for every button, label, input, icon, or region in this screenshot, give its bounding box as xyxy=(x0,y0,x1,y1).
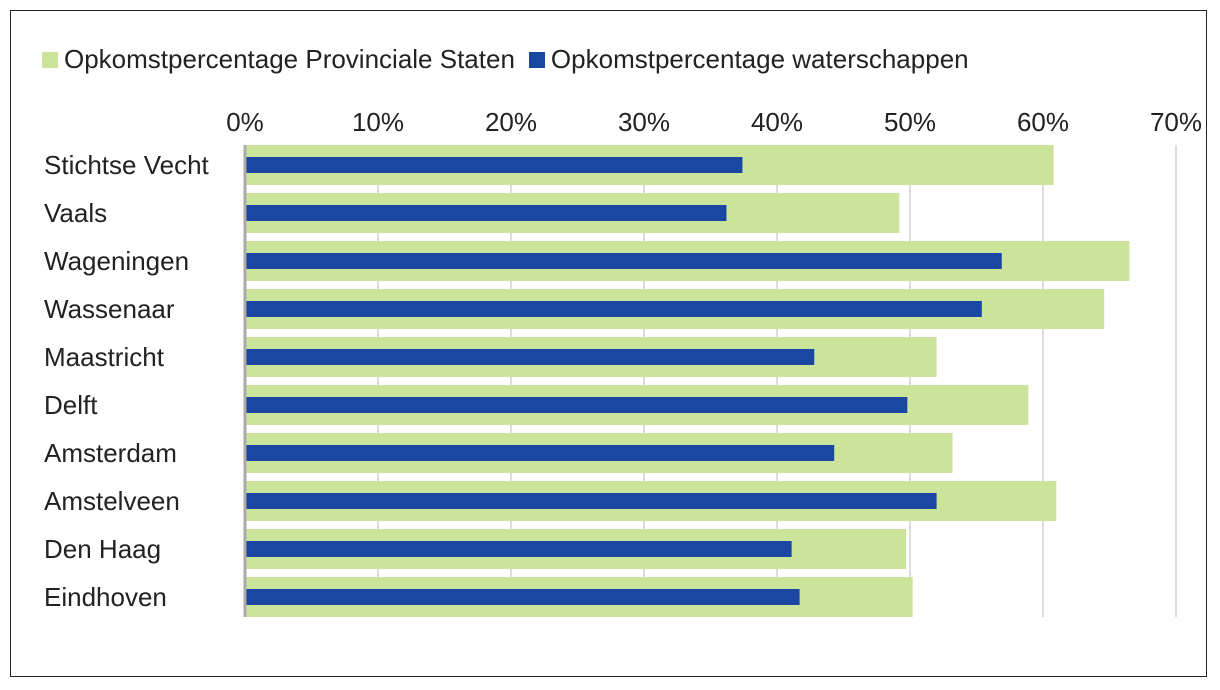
x-tick-label: 70% xyxy=(1150,107,1202,137)
category-label: Amsterdam xyxy=(44,438,177,468)
bar-waterschappen xyxy=(245,397,908,413)
legend-item-waterschappen: Opkomstpercentage waterschappen xyxy=(528,44,969,75)
bar-waterschappen xyxy=(245,541,792,557)
bar-waterschappen xyxy=(245,493,937,509)
x-tick-label: 30% xyxy=(618,107,670,137)
legend-swatch xyxy=(528,51,545,68)
bar-waterschappen xyxy=(245,445,835,461)
legend-label: Opkomstpercentage Provinciale Staten xyxy=(64,44,515,74)
bar-waterschappen xyxy=(245,157,743,173)
x-tick-label: 10% xyxy=(352,107,404,137)
category-label: Delft xyxy=(44,390,98,420)
category-label: Vaals xyxy=(44,198,107,228)
x-tick-label: 50% xyxy=(884,107,936,137)
category-label: Den Haag xyxy=(44,534,161,564)
bar-waterschappen xyxy=(245,589,800,605)
category-label: Eindhoven xyxy=(44,582,167,612)
x-tick-label: 60% xyxy=(1017,107,1069,137)
category-label: Wageningen xyxy=(44,246,189,276)
category-label: Amstelveen xyxy=(44,486,180,516)
bar-waterschappen xyxy=(245,301,982,317)
bar-waterschappen xyxy=(245,253,1002,269)
category-label: Stichtse Vecht xyxy=(44,150,210,180)
legend-swatch xyxy=(42,51,58,68)
legend-label: Opkomstpercentage waterschappen xyxy=(550,44,969,74)
category-label: Wassenaar xyxy=(44,294,175,324)
legend-item-provinciale-staten: Opkomstpercentage Provinciale Staten xyxy=(42,44,515,75)
bar-waterschappen xyxy=(245,205,727,221)
bar-waterschappen xyxy=(245,349,815,365)
legend: Opkomstpercentage Provinciale Staten Opk… xyxy=(42,44,983,75)
x-tick-label: 0% xyxy=(226,107,264,137)
category-label: Maastricht xyxy=(44,342,165,372)
x-tick-label: 40% xyxy=(751,107,803,137)
x-tick-label: 20% xyxy=(485,107,537,137)
chart-frame xyxy=(10,10,1207,677)
